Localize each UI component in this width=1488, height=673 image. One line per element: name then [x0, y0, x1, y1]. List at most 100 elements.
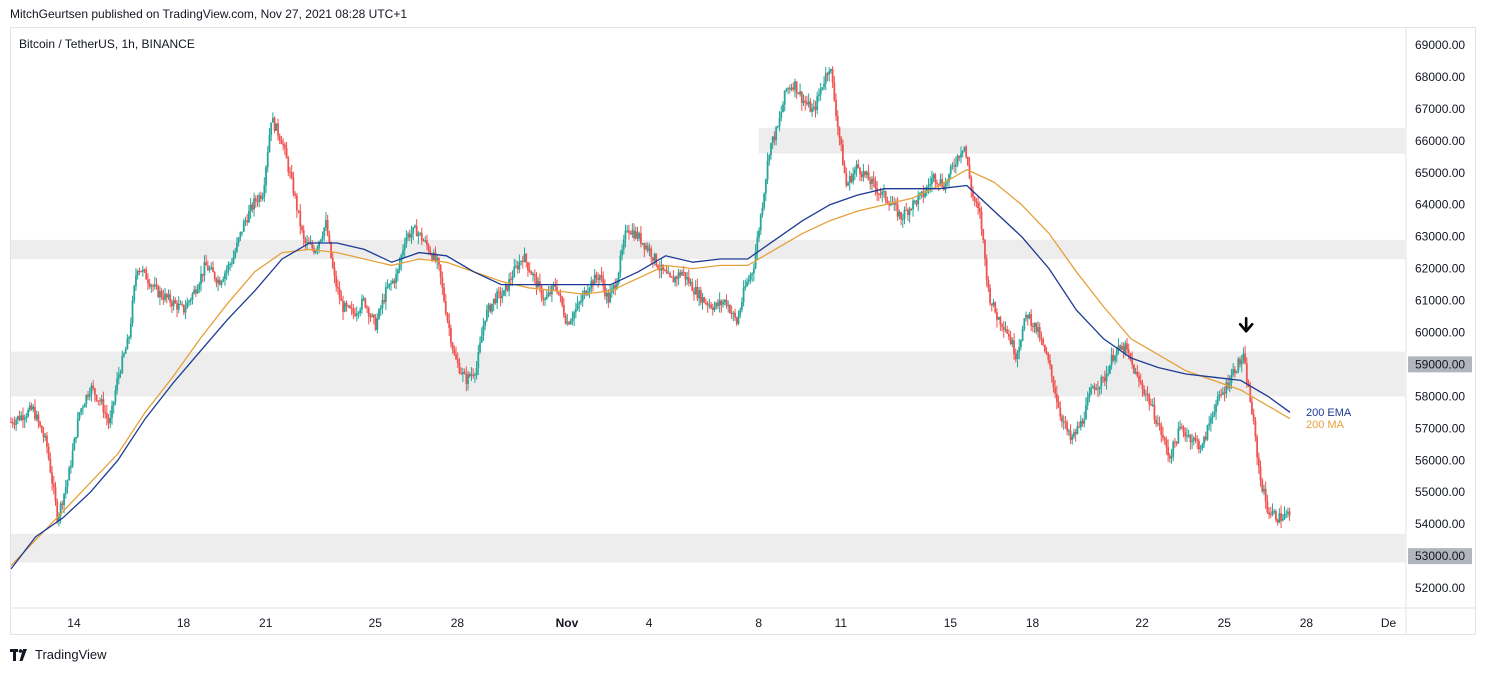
candle-body-537 [929, 184, 932, 186]
candle-body-466 [807, 101, 810, 105]
candle-body-420 [729, 305, 731, 313]
candle-body-279 [487, 304, 490, 310]
candle-body-405 [703, 297, 706, 303]
candle-body-647 [1117, 345, 1120, 350]
candle-body-189 [333, 267, 336, 277]
candle-body-381 [662, 264, 665, 270]
candle-body-543 [939, 179, 942, 185]
candle-body-243 [426, 240, 428, 246]
candle-body-126 [225, 269, 228, 273]
candle-body-629 [1086, 398, 1089, 406]
candle-body-186 [328, 235, 331, 242]
candle-body-252 [441, 277, 444, 288]
candle-body-566 [978, 207, 981, 213]
candle-body-373 [648, 248, 651, 251]
candle-body-469 [812, 106, 815, 109]
candle-body-303 [528, 269, 531, 272]
candle-body-123 [220, 281, 223, 285]
candle-body-472 [818, 94, 820, 97]
candle-body-73 [135, 275, 137, 287]
candle-body-260 [455, 354, 457, 360]
candle-body-325 [566, 322, 569, 324]
candle-body-115 [206, 265, 209, 271]
candle-body-333 [580, 300, 582, 303]
candle-body-482 [835, 99, 837, 117]
candle-body-141 [251, 204, 254, 210]
candle-body-692 [1194, 437, 1197, 440]
candle-body-669 [1155, 419, 1158, 424]
candle-body-663 [1144, 394, 1147, 396]
candle-body-505 [874, 181, 877, 189]
candle-body-413 [717, 302, 719, 306]
candle-body-689 [1189, 434, 1192, 443]
candle-body-64 [119, 372, 122, 375]
candle-body-391 [679, 272, 682, 276]
candle-body-192 [338, 288, 341, 299]
time-tick-Nov: Nov [556, 616, 579, 630]
price-tick-56000: 56000.00 [1415, 453, 1465, 467]
price-tick-69000: 69000.00 [1415, 38, 1465, 52]
candle-body-147 [261, 196, 264, 199]
candle-body-453 [785, 89, 788, 91]
candle-body-7 [22, 415, 24, 420]
candle-body-234 [410, 233, 413, 238]
candle-body-290 [506, 285, 509, 291]
candle-body-515 [891, 203, 894, 205]
candle-body-272 [475, 367, 478, 375]
candle-body-654 [1129, 353, 1132, 360]
price-tick-67000: 67000.00 [1415, 102, 1465, 116]
price-tick-58000: 58000.00 [1415, 389, 1465, 403]
candle-body-112 [201, 273, 204, 276]
candle-body-355 [617, 272, 620, 284]
candle-body-539 [932, 174, 935, 179]
candle-body-717 [1237, 359, 1240, 372]
candle-body-714 [1232, 369, 1235, 375]
candle-body-681 [1175, 442, 1178, 444]
candle-body-607 [1049, 359, 1051, 366]
candle-body-459 [795, 81, 798, 93]
candle-body-178 [314, 250, 317, 253]
candle-body-678 [1170, 456, 1173, 459]
candle-body-394 [684, 272, 687, 280]
candle-body-125 [224, 272, 226, 279]
candle-body-151 [268, 134, 271, 152]
footer-brand[interactable]: TradingView [10, 647, 107, 662]
candle-body-74 [136, 270, 139, 276]
candle-body-262 [458, 362, 461, 374]
candle-body-44 [85, 394, 88, 405]
candle-body-704 [1215, 404, 1217, 413]
legend-200-ma: 200 MA [1306, 419, 1345, 431]
candle-body-493 [853, 169, 856, 174]
candle-body-715 [1233, 369, 1236, 373]
candle-body-720 [1242, 353, 1245, 361]
candle-body-335 [583, 290, 586, 295]
candle-body-415 [720, 300, 723, 305]
candle-body-458 [794, 81, 796, 90]
candle-body-684 [1180, 426, 1183, 428]
candle-body-583 [1008, 333, 1010, 337]
candle-body-349 [607, 292, 610, 303]
candle-body-38 [75, 436, 77, 439]
candle-body-274 [479, 342, 481, 353]
candle-body-160 [283, 144, 286, 148]
candle-body-731 [1261, 480, 1264, 492]
candle-body-624 [1078, 426, 1080, 428]
candle-body-639 [1103, 377, 1106, 382]
candle-body-741 [1278, 513, 1281, 523]
candle-body-239 [419, 232, 421, 234]
candle-body-559 [966, 156, 969, 166]
candle-body-685 [1182, 427, 1185, 433]
candle-body-567 [980, 212, 983, 230]
candle-body-456 [790, 87, 793, 90]
candle-body-359 [624, 230, 627, 240]
candle-body-227 [398, 263, 401, 270]
candle-body-117 [210, 267, 213, 269]
candle-body-477 [826, 73, 829, 75]
candle-body-468 [811, 108, 813, 112]
candle-body-422 [732, 312, 735, 314]
candle-body-127 [227, 264, 230, 270]
candle-body-206 [362, 298, 365, 300]
candle-body-656 [1132, 364, 1135, 374]
candle-body-356 [619, 255, 622, 273]
